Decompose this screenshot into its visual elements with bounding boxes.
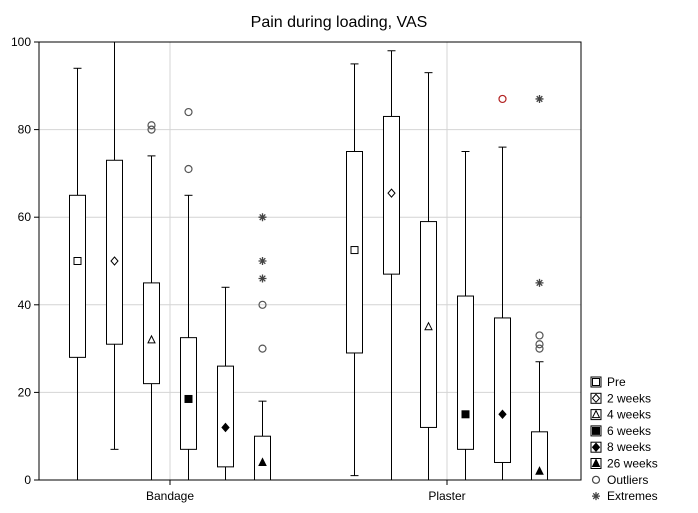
extreme-point [258, 257, 267, 265]
box-rect [346, 151, 363, 354]
grid [39, 42, 581, 480]
box-0-5 [254, 213, 271, 481]
category-label: Bandage [146, 489, 194, 503]
box-1-0 [346, 63, 363, 477]
legend-label: Extremes [607, 489, 658, 503]
box-rect [494, 317, 511, 463]
legend-label: 2 weeks [607, 391, 651, 405]
chart-title: Pain during loading, VAS [251, 14, 428, 31]
legend-label: 8 weeks [607, 440, 651, 454]
plot-frame [38, 41, 582, 481]
median-marker [591, 393, 601, 404]
extreme-point [258, 213, 267, 222]
box-rect [420, 221, 437, 428]
median-marker [73, 257, 82, 265]
outlier-point [535, 340, 544, 349]
outlier-point [258, 344, 267, 353]
box-rect [217, 365, 234, 468]
y-tick-label: 80 [18, 123, 32, 137]
median-marker [184, 394, 193, 403]
outlier-point [498, 94, 507, 104]
box-0-3 [180, 107, 197, 481]
box-1-3 [457, 151, 474, 481]
legend-item: 26 weeks [590, 457, 658, 471]
box-rect [106, 159, 123, 345]
outlier-point [147, 121, 156, 130]
y-tick-label: 100 [11, 35, 31, 49]
median-marker [387, 188, 396, 198]
legend-swatch [590, 376, 602, 388]
median-marker [591, 442, 601, 452]
box-rect [457, 295, 474, 450]
median-marker [592, 378, 600, 386]
box-0-1 [106, 41, 123, 450]
median-marker [147, 334, 156, 344]
extreme-point [258, 274, 267, 283]
outlier-point [535, 331, 544, 340]
median-marker [221, 422, 230, 433]
y-tick-label: 40 [18, 298, 32, 312]
boxes [69, 41, 548, 481]
y-tick-label: 20 [18, 385, 32, 399]
extreme-point [592, 492, 600, 501]
category-label: Plaster [428, 489, 465, 503]
legend-swatch [590, 392, 602, 404]
outlier-point [258, 300, 267, 309]
box-1-2 [420, 72, 437, 481]
legend-item: 2 weeks [590, 391, 651, 405]
median-marker [110, 256, 119, 266]
legend-item: Pre [590, 375, 626, 389]
y-tick-label: 0 [24, 473, 31, 487]
box-rect [531, 431, 548, 481]
box-rect [143, 282, 160, 385]
extreme-point [535, 94, 544, 103]
legend-label: Pre [607, 375, 626, 389]
median-marker [535, 466, 544, 475]
legend-item: Extremes [592, 489, 658, 503]
legend-item: 4 weeks [590, 408, 651, 422]
legend-item: 6 weeks [590, 424, 651, 438]
legend-label: 26 weeks [607, 457, 658, 471]
legend-label: 4 weeks [607, 408, 651, 422]
box-rect [180, 337, 197, 450]
median-marker [592, 426, 600, 435]
box-rect [69, 194, 86, 358]
legend: Pre 2 weeks 4 weeks 6 weeks 8 weeks 26 weeks O… [590, 375, 658, 503]
median-marker [461, 410, 470, 419]
extreme-point [535, 278, 544, 287]
outlier-point [147, 125, 156, 134]
legend-item: 8 weeks [590, 440, 651, 454]
box-1-5 [531, 94, 548, 481]
box-0-2 [143, 121, 160, 481]
y-tick-label: 60 [18, 210, 32, 224]
median-marker [424, 321, 433, 331]
median-marker [591, 409, 601, 419]
median-marker [591, 458, 601, 467]
box-rect [383, 115, 400, 275]
median-marker [350, 246, 359, 255]
median-marker [498, 409, 507, 420]
legend-label: 6 weeks [607, 424, 651, 438]
outlier-point [184, 107, 193, 117]
box-0-4 [217, 286, 234, 481]
box-0-0 [69, 67, 86, 481]
outlier-point [184, 164, 193, 174]
legend-label: Outliers [607, 473, 648, 487]
axes: 0 20 40 60 80 100 Bandage Plaster [11, 35, 466, 503]
outlier-point [535, 344, 544, 353]
legend-item: Outliers [591, 473, 648, 487]
box-1-1 [383, 50, 400, 481]
median-marker [258, 457, 267, 466]
outlier-point [591, 475, 601, 484]
box-1-4 [494, 94, 511, 481]
